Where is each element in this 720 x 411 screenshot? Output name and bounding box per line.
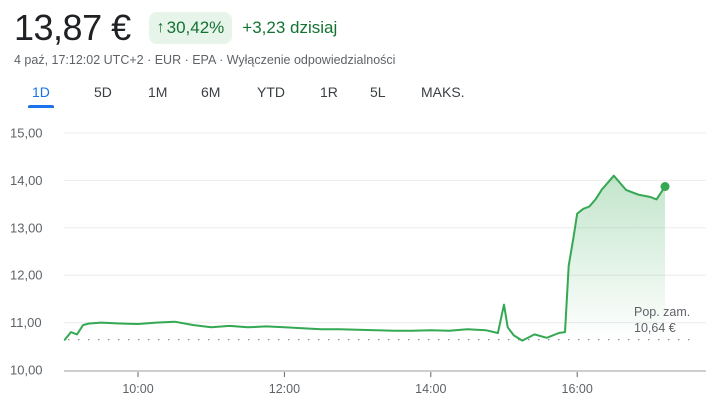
change-percent: 30,42%: [166, 18, 225, 37]
tab-6m[interactable]: 6M: [201, 84, 221, 100]
previous-close-title: Pop. zam.: [634, 305, 691, 319]
tab-5l[interactable]: 5L: [370, 84, 386, 100]
tab-5d[interactable]: 5D: [94, 84, 112, 100]
price-area-fill: [565, 175, 665, 340]
x-axis-label: 14:00: [415, 382, 446, 396]
y-axis-label: 14,00: [10, 173, 43, 188]
tab-1d[interactable]: 1D: [32, 80, 50, 108]
x-axis-label: 16:00: [562, 382, 593, 396]
tab-maks[interactable]: MAKS.: [421, 84, 465, 100]
arrow-up-icon: ↑: [156, 19, 165, 36]
current-price-dot: [660, 182, 670, 192]
x-axis-label: 12:00: [269, 382, 300, 396]
x-axis-label: 10:00: [122, 382, 153, 396]
change-today: +3,23 dzisiaj: [242, 18, 338, 37]
previous-close-value: 10,64 €: [634, 321, 676, 335]
quote-meta: 4 paź, 17:12:02 UTC+2 · EUR · EPA · Wyłą…: [14, 53, 396, 67]
previous-close-label: Pop. zam. 10,64 €: [634, 304, 690, 336]
price-chart[interactable]: 15,00 14,00 13,00 12,00 11,00 10,00 10:00 12:00…: [0, 110, 720, 411]
price-row: 13,87 € ↑ 30,42% +3,23 dzisiaj: [14, 6, 337, 50]
tab-1r[interactable]: 1R: [320, 84, 338, 100]
y-axis-label: 10,00: [10, 363, 43, 378]
current-price: 13,87 €: [14, 7, 131, 48]
tab-ytd[interactable]: YTD: [257, 84, 285, 100]
tab-1m[interactable]: 1M: [148, 84, 168, 100]
y-axis-label: 12,00: [10, 268, 43, 283]
y-axis-label: 11,00: [10, 315, 42, 330]
y-axis-label: 13,00: [10, 220, 43, 235]
y-axis-label: 15,00: [10, 126, 43, 141]
change-percent-badge: ↑ 30,42%: [148, 12, 233, 44]
price-line: [63, 174, 666, 342]
